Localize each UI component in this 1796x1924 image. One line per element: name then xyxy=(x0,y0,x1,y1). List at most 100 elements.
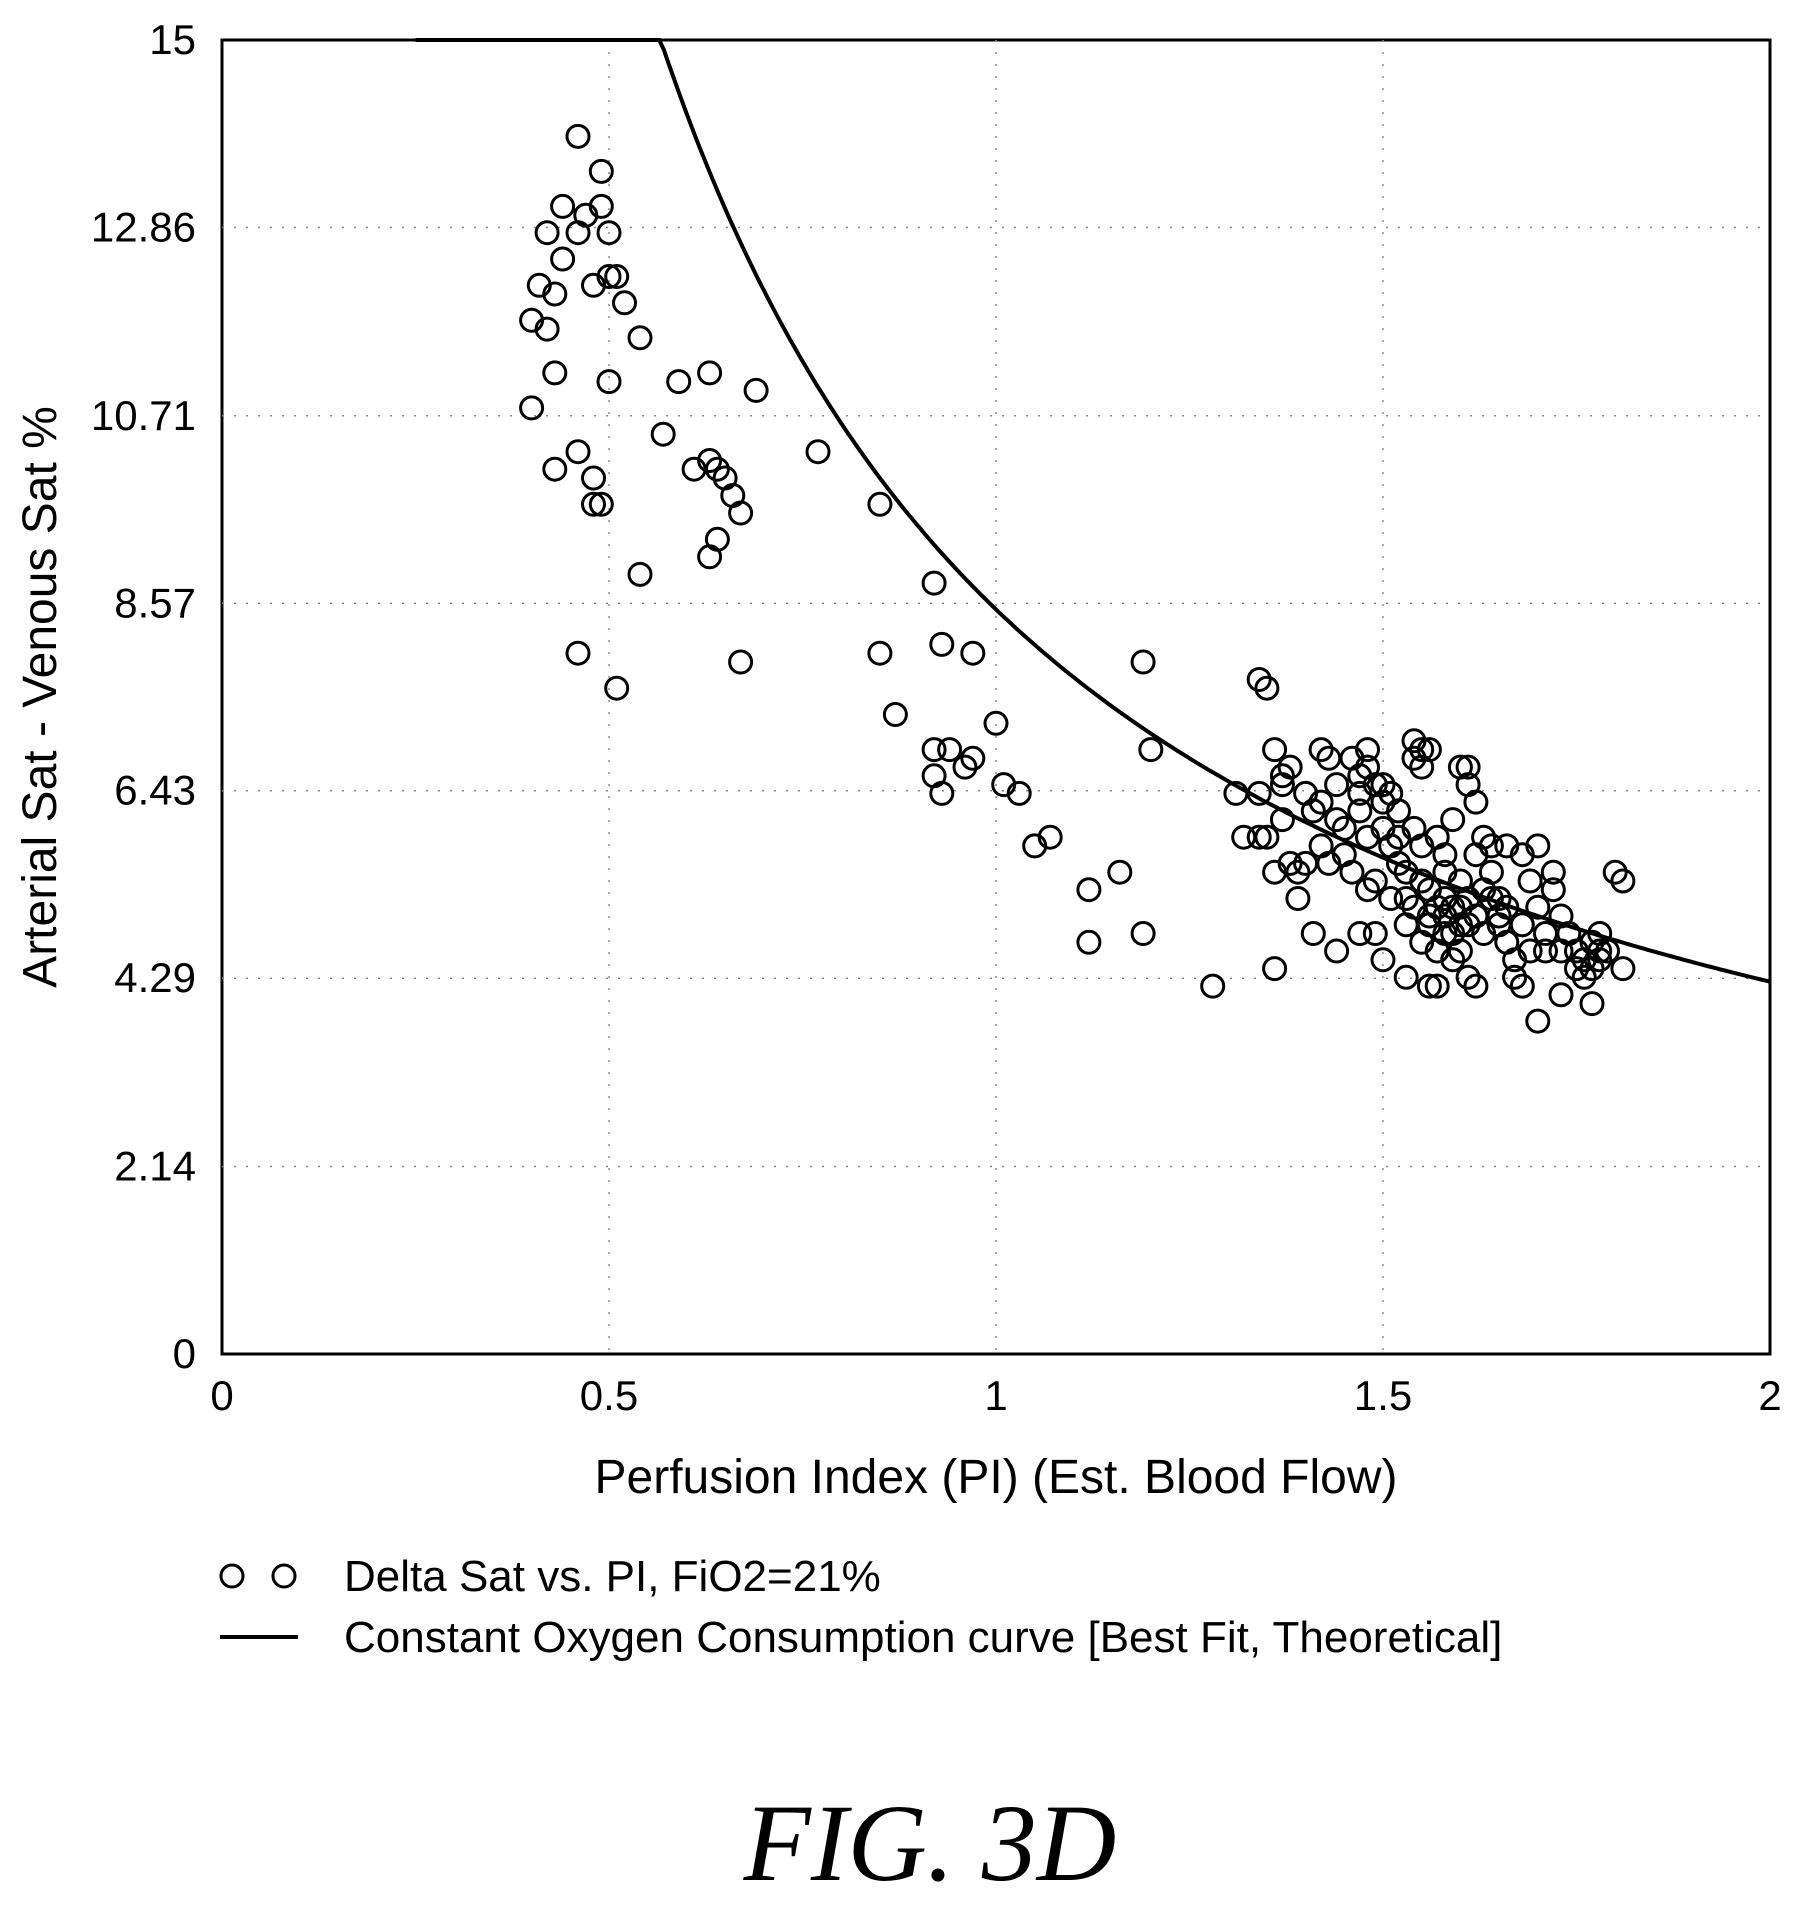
scatter-point-23 xyxy=(743,377,769,403)
scatter-point-59 xyxy=(1006,780,1032,806)
y-axis-ticks: 0 2.14 4.29 6.43 8.57 10.71 12.86 15 xyxy=(91,16,196,1377)
scatter-point-98 xyxy=(1324,938,1350,964)
scatter-point-106 xyxy=(1355,877,1380,903)
scatter-point-203 xyxy=(1509,912,1535,938)
legend: Delta Sat vs. PI, FiO2=21% Constant Oxyg… xyxy=(219,1552,1502,1662)
scatter-point-70 xyxy=(1254,675,1280,701)
scatter-point-17 xyxy=(627,325,653,351)
scatter-point-118 xyxy=(1386,798,1411,824)
scatter-point-201 xyxy=(1486,886,1512,911)
scatter-point-204 xyxy=(1517,938,1543,964)
scatter-point-114 xyxy=(1347,921,1373,946)
scatter-point-0 xyxy=(565,123,591,149)
scatter-point-61 xyxy=(1037,824,1063,850)
scatter-point-76 xyxy=(1262,737,1288,763)
y-tick-label-3: 6.43 xyxy=(114,767,196,814)
scatter-point-167 xyxy=(1517,868,1543,894)
plot-area xyxy=(220,38,1772,1356)
scatter-point-129 xyxy=(1416,737,1442,763)
scatter-point-97 xyxy=(1339,859,1365,885)
scatter-point-75 xyxy=(1262,956,1288,982)
scatter-point-8 xyxy=(550,246,576,272)
scatter-point-22 xyxy=(697,360,723,386)
scatter-point-34 xyxy=(581,491,606,517)
scatter-point-72 xyxy=(1246,824,1272,850)
scatter-point-205 xyxy=(1564,956,1589,982)
scatter-point-44 xyxy=(728,649,754,675)
scatter-point-80 xyxy=(1269,807,1295,833)
scatter-point-69 xyxy=(1246,667,1272,692)
y-tick-label-1: 2.14 xyxy=(114,1143,196,1190)
scatter-point-109 xyxy=(1370,772,1396,798)
scatter-point-57 xyxy=(1138,737,1164,763)
scatter-point-64 xyxy=(1107,859,1133,885)
best-fit-curve-layer xyxy=(415,38,1771,984)
scatter-point-27 xyxy=(581,465,606,491)
scatter-point-87 xyxy=(1308,789,1334,815)
scatter-point-86 xyxy=(1300,798,1326,824)
scatter-point-42 xyxy=(565,640,591,666)
y-tick-label-6: 12.86 xyxy=(91,203,196,250)
scatter-point-68 xyxy=(1246,780,1272,806)
scatter-point-6 xyxy=(565,220,591,246)
x-tick-label-4: 2 xyxy=(1758,1372,1781,1419)
scatter-point-45 xyxy=(867,640,893,666)
scatter-point-186 xyxy=(1579,991,1605,1017)
legend-scatter-label: Delta Sat vs. PI, FiO2=21% xyxy=(344,1552,881,1601)
scatter-point-155 xyxy=(1471,824,1497,850)
scatter-point-79 xyxy=(1277,754,1303,780)
legend-line-label: Constant Oxygen Consumption curve [Best … xyxy=(344,1613,1502,1662)
scatter-point-103 xyxy=(1355,737,1380,763)
scatter-point-146 xyxy=(1455,754,1481,780)
scatter-point-62 xyxy=(1076,877,1102,903)
scatter-point-124 xyxy=(1393,964,1419,990)
scatter-point-139 xyxy=(1432,842,1458,868)
x-tick-label-2: 1 xyxy=(984,1372,1007,1419)
scatter-point-127 xyxy=(1409,737,1435,763)
y-tick-label-2: 4.29 xyxy=(114,954,196,1001)
scatter-point-35 xyxy=(588,491,614,517)
scatter-point-56 xyxy=(929,780,955,806)
scatter-point-209 xyxy=(1401,894,1427,920)
scatter-point-93 xyxy=(1324,772,1350,798)
scatter-point-113 xyxy=(1378,886,1404,911)
scatter-point-171 xyxy=(1533,938,1558,964)
scatter-point-137 xyxy=(1424,973,1450,999)
best-fit-curve xyxy=(415,38,1771,984)
scatter-point-53 xyxy=(952,754,978,780)
scatter-point-168 xyxy=(1525,833,1551,859)
x-axis-title: Perfusion Index (PI) (Est. Blood Flow) xyxy=(595,1451,1398,1504)
x-tick-label-1: 0.5 xyxy=(580,1372,638,1419)
scatter-point-51 xyxy=(921,737,947,763)
scatter-point-94 xyxy=(1324,807,1350,833)
x-axis-ticks: 0 0.5 1 1.5 2 xyxy=(210,1372,1781,1419)
scatter-point-183 xyxy=(1602,859,1628,885)
scatter-point-25 xyxy=(565,439,591,465)
scatter-point-172 xyxy=(1540,877,1566,903)
scatter-point-152 xyxy=(1455,964,1481,990)
scatter-point-14 xyxy=(612,290,637,316)
scatter-point-26 xyxy=(542,456,568,482)
scatter-point-66 xyxy=(1200,973,1226,999)
scatter-point-199 xyxy=(1447,938,1473,964)
scatter-point-136 xyxy=(1416,973,1442,999)
scatter-point-184 xyxy=(1610,868,1636,894)
scatter-point-37 xyxy=(867,491,893,517)
scatter-point-20 xyxy=(519,395,545,421)
y-tick-label-4: 8.57 xyxy=(114,579,196,626)
scatter-point-49 xyxy=(983,710,1009,736)
legend-scatter-marker-1 xyxy=(219,1563,245,1589)
scatter-point-12 xyxy=(604,264,630,289)
scatter-point-52 xyxy=(937,737,963,763)
x-tick-label-0: 0 xyxy=(210,1372,233,1419)
scatter-point-78 xyxy=(1269,763,1295,789)
figure-label: FIG. 3D xyxy=(743,1782,1117,1904)
scatter-point-48 xyxy=(882,702,908,727)
scatter-point-46 xyxy=(929,631,955,657)
scatter-point-50 xyxy=(1130,649,1156,675)
scatter-point-11 xyxy=(596,264,622,289)
scatter-point-156 xyxy=(1478,833,1504,859)
scatter-point-95 xyxy=(1331,815,1357,841)
scatter-point-36 xyxy=(728,500,754,526)
scatter-point-65 xyxy=(1130,921,1156,946)
